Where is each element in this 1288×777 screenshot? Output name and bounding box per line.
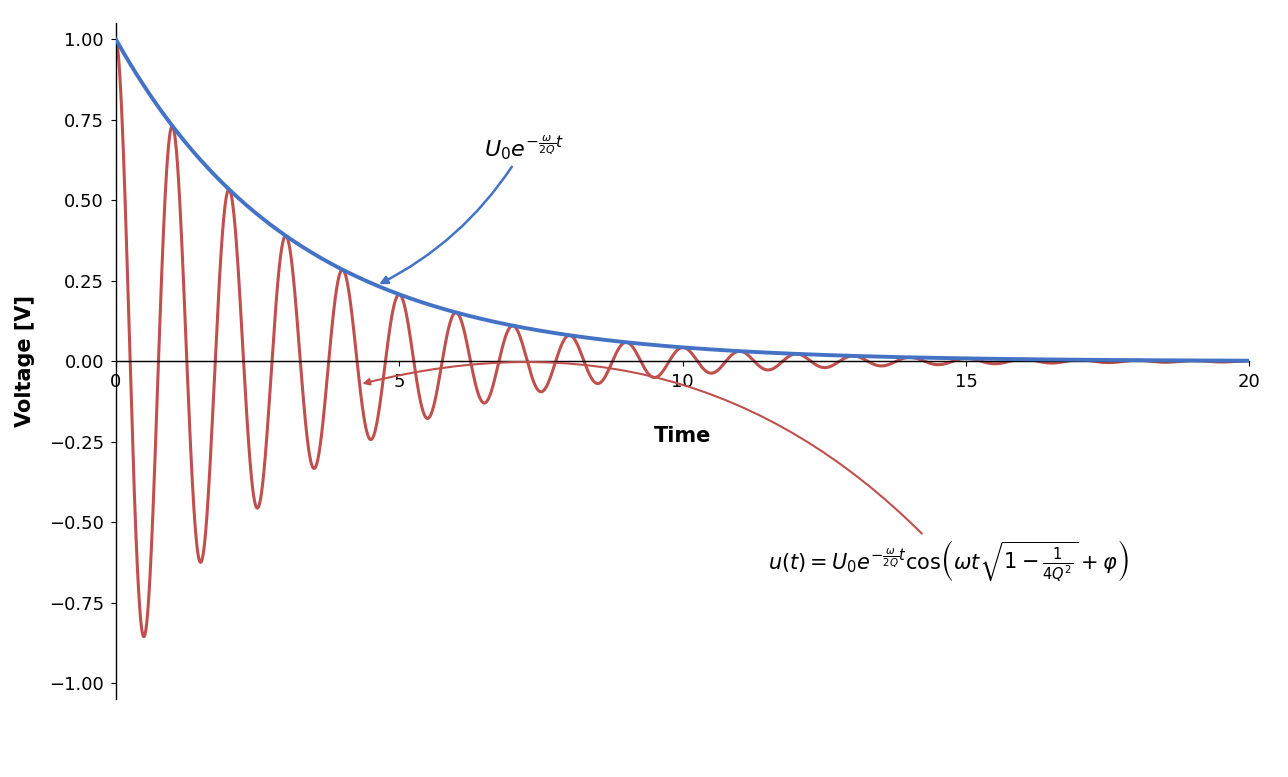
Y-axis label: Voltage [V]: Voltage [V]: [15, 295, 35, 427]
Text: $U_0 e^{-\frac{\omega}{2Q}t}$: $U_0 e^{-\frac{\omega}{2Q}t}$: [381, 133, 564, 283]
Text: $u(t) = U_0 e^{-\frac{\omega}{2Q}t}\cos\!\left(\omega t\sqrt{1-\frac{1}{4Q^2}}+\: $u(t) = U_0 e^{-\frac{\omega}{2Q}t}\cos\…: [365, 362, 1128, 584]
X-axis label: Time: Time: [654, 426, 711, 446]
